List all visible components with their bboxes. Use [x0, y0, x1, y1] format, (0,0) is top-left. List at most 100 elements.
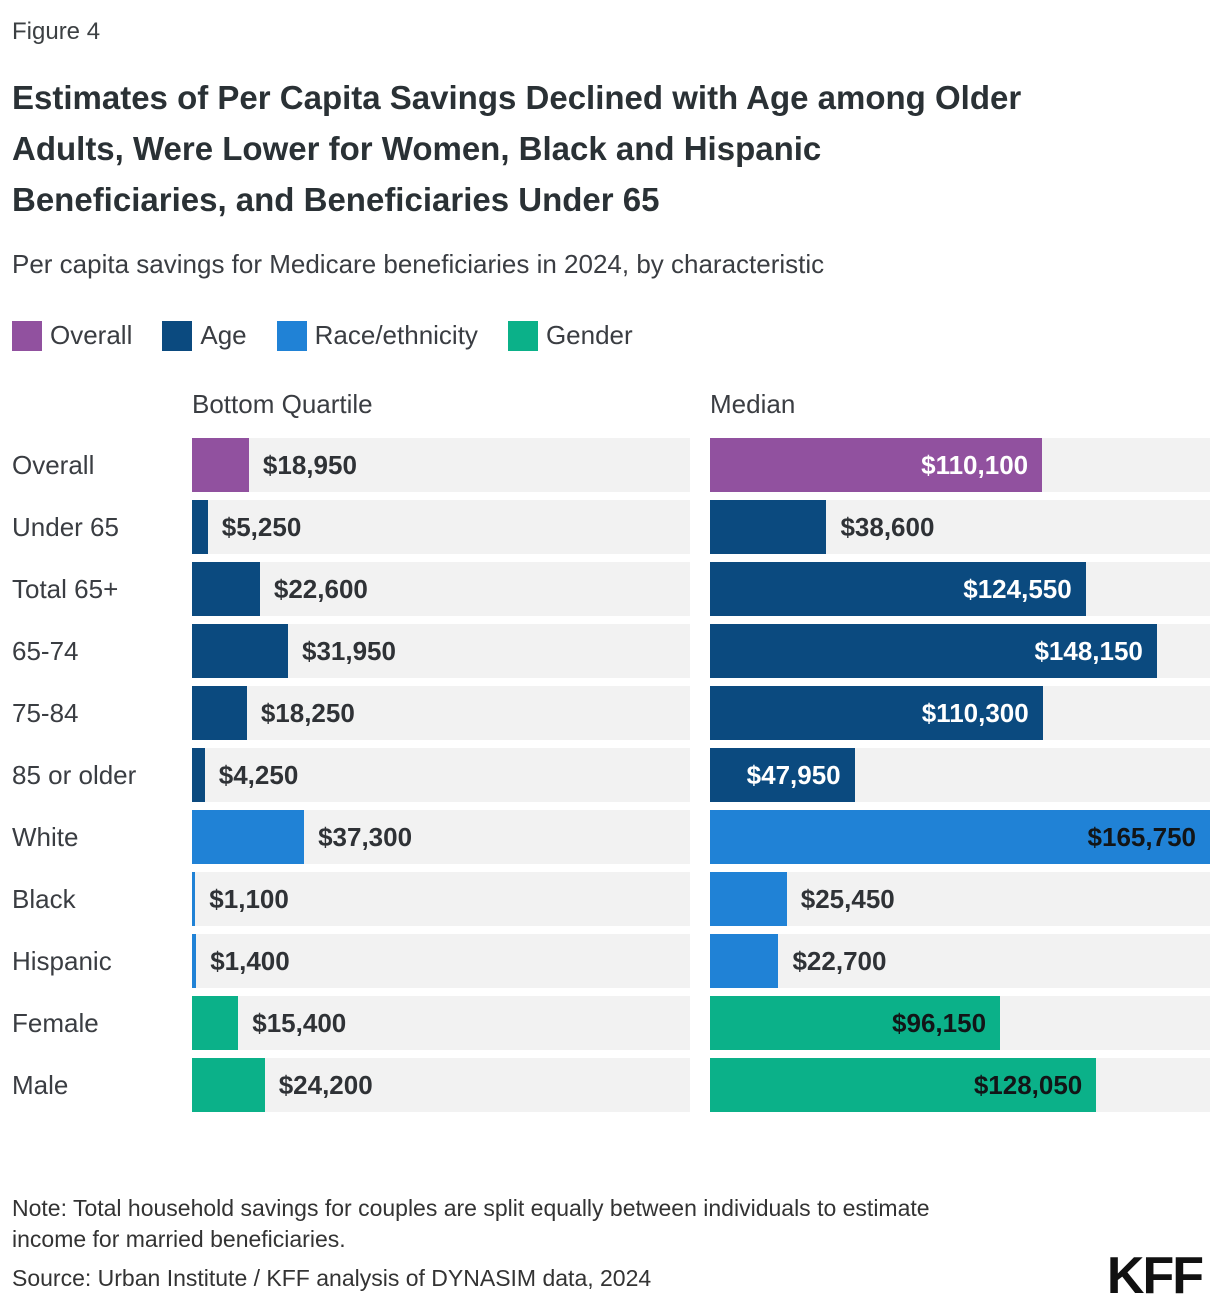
legend: Overall Age Race/ethnicity Gender — [12, 320, 1220, 351]
footnote: Note: Total household savings for couple… — [12, 1195, 930, 1252]
bar-bottom-quartile — [192, 500, 208, 554]
kff-logo: KFF — [1106, 1247, 1204, 1305]
bar-value-median: $96,150 — [892, 1008, 987, 1038]
bar-value-bottom-quartile: $5,250 — [221, 512, 302, 542]
chart-row: Hispanic $1,400 $22,700 — [12, 930, 1220, 992]
legend-label-age: Age — [200, 320, 247, 350]
bar-track-bottom-quartile: $18,950 — [192, 438, 690, 492]
figure-label: Figure 4 — [12, 18, 101, 45]
row-label: Hispanic — [12, 945, 112, 976]
bar-median: $165,750 — [710, 810, 1210, 864]
chart-title: Estimates of Per Capita Savings Declined… — [12, 79, 1022, 218]
row-label: Female — [12, 1007, 99, 1038]
chart-row: White $37,300 $165,750 — [12, 806, 1220, 868]
bar-track-median: $47,950 — [710, 748, 1210, 802]
bar-bottom-quartile — [192, 438, 249, 492]
bar-median: $96,150 — [710, 996, 1001, 1050]
chart-row: Female $15,400 $96,150 — [12, 992, 1220, 1054]
bar-value-bottom-quartile: $18,250 — [260, 698, 355, 728]
chart-row: Under 65 $5,250 $38,600 — [12, 496, 1220, 558]
bar-track-bottom-quartile: $37,300 — [192, 810, 690, 864]
bar-median: $148,150 — [710, 624, 1157, 678]
source-line: Source: Urban Institute / KFF analysis o… — [12, 1265, 652, 1291]
column-header-median: Median — [710, 389, 796, 419]
bar-median: $47,950 — [710, 748, 855, 802]
bar-value-median: $110,300 — [921, 698, 1029, 728]
row-label: Overall — [12, 449, 95, 480]
legend-item-age: Age — [162, 320, 247, 351]
bar-track-bottom-quartile: $18,250 — [192, 686, 690, 740]
chart-row: 85 or older $4,250 $47,950 — [12, 744, 1220, 806]
bar-track-median: $110,100 — [710, 438, 1210, 492]
row-label: 65-74 — [12, 635, 79, 666]
chart-subtitle: Per capita savings for Medicare benefici… — [12, 249, 825, 279]
column-header-bottom-quartile: Bottom Quartile — [192, 389, 373, 419]
legend-item-gender: Gender — [507, 320, 633, 351]
legend-item-overall: Overall — [12, 320, 132, 351]
chart-row: 65-74 $31,950 $148,150 — [12, 620, 1220, 682]
bar-bottom-quartile — [192, 872, 196, 926]
bar-track-bottom-quartile: $15,400 — [192, 996, 690, 1050]
row-label: Male — [12, 1069, 69, 1100]
bar-value-bottom-quartile: $37,300 — [318, 822, 413, 852]
bar-bottom-quartile — [192, 624, 288, 678]
chart-row: Black $1,100 $25,450 — [12, 868, 1220, 930]
bar-track-bottom-quartile: $1,400 — [192, 934, 690, 988]
bar-value-bottom-quartile: $1,400 — [210, 946, 290, 976]
column-headers: Bottom Quartile Median — [12, 389, 1220, 420]
row-label: 85 or older — [12, 759, 137, 790]
legend-swatch-gender — [507, 320, 538, 351]
bar-median: $110,100 — [710, 438, 1043, 492]
bar-chart-rows: Overall $18,950 $110,100 Under 65 $5,250 $38,… — [12, 434, 1220, 1116]
bar-median: $124,550 — [710, 562, 1086, 616]
chart-row: 75-84 $18,250 $110,300 — [12, 682, 1220, 744]
bar-track-median: $148,150 — [710, 624, 1210, 678]
bar-value-median: $22,700 — [792, 946, 887, 976]
bar-value-median: $148,150 — [1034, 636, 1143, 666]
bar-value-bottom-quartile: $4,250 — [218, 760, 299, 790]
bar-median — [710, 872, 787, 926]
bar-track-median: $22,700 — [710, 934, 1210, 988]
bar-track-bottom-quartile: $22,600 — [192, 562, 690, 616]
bar-value-bottom-quartile: $18,950 — [262, 450, 357, 480]
row-label: 75-84 — [12, 697, 79, 728]
legend-swatch-overall — [12, 320, 42, 351]
legend-label-race-ethnicity: Race/ethnicity — [314, 320, 478, 350]
bar-value-median: $110,100 — [921, 450, 1029, 480]
bar-track-bottom-quartile: $5,250 — [192, 500, 690, 554]
row-label: Under 65 — [12, 511, 119, 542]
bar-track-median: $25,450 — [710, 872, 1210, 926]
bar-median: $110,300 — [710, 686, 1043, 740]
bar-value-median: $47,950 — [746, 760, 841, 790]
legend-item-race-ethnicity: Race/ethnicity — [276, 320, 478, 351]
row-label: Black — [12, 883, 76, 914]
bar-track-bottom-quartile: $1,100 — [192, 872, 690, 926]
bar-value-median: $128,050 — [973, 1070, 1083, 1100]
legend-label-overall: Overall — [50, 320, 133, 350]
bar-value-bottom-quartile: $31,950 — [301, 636, 396, 666]
bar-value-bottom-quartile: $15,400 — [252, 1008, 347, 1038]
bar-track-bottom-quartile: $4,250 — [192, 748, 690, 802]
bar-bottom-quartile — [192, 996, 239, 1050]
bar-bottom-quartile — [192, 562, 260, 616]
bar-value-median: $38,600 — [840, 512, 935, 542]
bar-track-median: $128,050 — [710, 1058, 1210, 1112]
bar-value-median: $25,450 — [800, 884, 895, 914]
bar-value-bottom-quartile: $24,200 — [278, 1070, 373, 1100]
bar-bottom-quartile — [192, 810, 305, 864]
bar-bottom-quartile — [192, 686, 247, 740]
bar-value-bottom-quartile: $1,100 — [209, 884, 289, 914]
bar-bottom-quartile — [192, 1058, 265, 1112]
bar-track-median: $124,550 — [710, 562, 1210, 616]
bar-value-bottom-quartile: $22,600 — [273, 574, 368, 604]
bar-median — [710, 934, 779, 988]
bar-bottom-quartile — [192, 934, 197, 988]
chart-row: Total 65+ $22,600 $124,550 — [12, 558, 1220, 620]
row-label: White — [12, 821, 79, 852]
bar-median: $128,050 — [710, 1058, 1097, 1112]
bar-track-median: $110,300 — [710, 686, 1210, 740]
bar-track-bottom-quartile: $24,200 — [192, 1058, 690, 1112]
legend-swatch-age — [162, 320, 193, 351]
chart-row: Male $24,200 $128,050 — [12, 1054, 1220, 1116]
